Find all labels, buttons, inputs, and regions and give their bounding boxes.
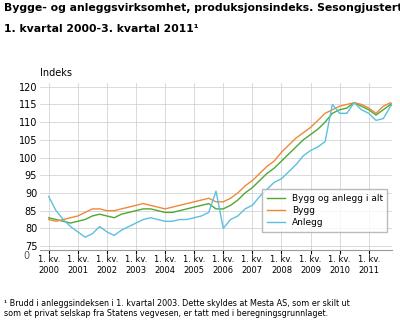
Bygg og anlegg i alt xyxy=(337,108,342,112)
Bygg xyxy=(243,184,248,188)
Text: 1. kvartal 2000-3. kvartal 2011¹: 1. kvartal 2000-3. kvartal 2011¹ xyxy=(4,24,199,34)
Line: Anlegg: Anlegg xyxy=(49,96,400,237)
Text: Indeks: Indeks xyxy=(40,68,72,78)
Anlegg xyxy=(46,195,51,198)
Legend: Bygg og anlegg i alt, Bygg, Anlegg: Bygg og anlegg i alt, Bygg, Anlegg xyxy=(262,189,388,232)
Line: Bygg: Bygg xyxy=(49,103,400,221)
Anlegg xyxy=(104,230,109,234)
Text: Bygge- og anleggsvirksomhet, produksjonsindeks. Sesongjustert.: Bygge- og anleggsvirksomhet, produksjons… xyxy=(4,3,400,13)
Anlegg xyxy=(243,207,248,211)
Text: 0: 0 xyxy=(24,251,30,261)
Anlegg xyxy=(83,235,88,239)
Text: ¹ Brudd i anleggsindeksen i 1. kvartal 2003. Dette skyldes at Mesta AS, som er s: ¹ Brudd i anleggsindeksen i 1. kvartal 2… xyxy=(4,299,350,318)
Bygg og anlegg i alt xyxy=(243,191,248,195)
Anlegg xyxy=(337,111,342,115)
Bygg xyxy=(46,218,51,221)
Bygg og anlegg i alt xyxy=(104,214,109,218)
Bygg xyxy=(337,104,342,108)
Bygg xyxy=(352,101,356,105)
Bygg xyxy=(54,219,58,223)
Line: Bygg og anlegg i alt: Bygg og anlegg i alt xyxy=(49,103,400,223)
Anlegg xyxy=(396,94,400,98)
Bygg og anlegg i alt xyxy=(46,216,51,220)
Bygg xyxy=(104,209,109,212)
Bygg og anlegg i alt xyxy=(68,221,73,225)
Bygg og anlegg i alt xyxy=(352,101,356,105)
